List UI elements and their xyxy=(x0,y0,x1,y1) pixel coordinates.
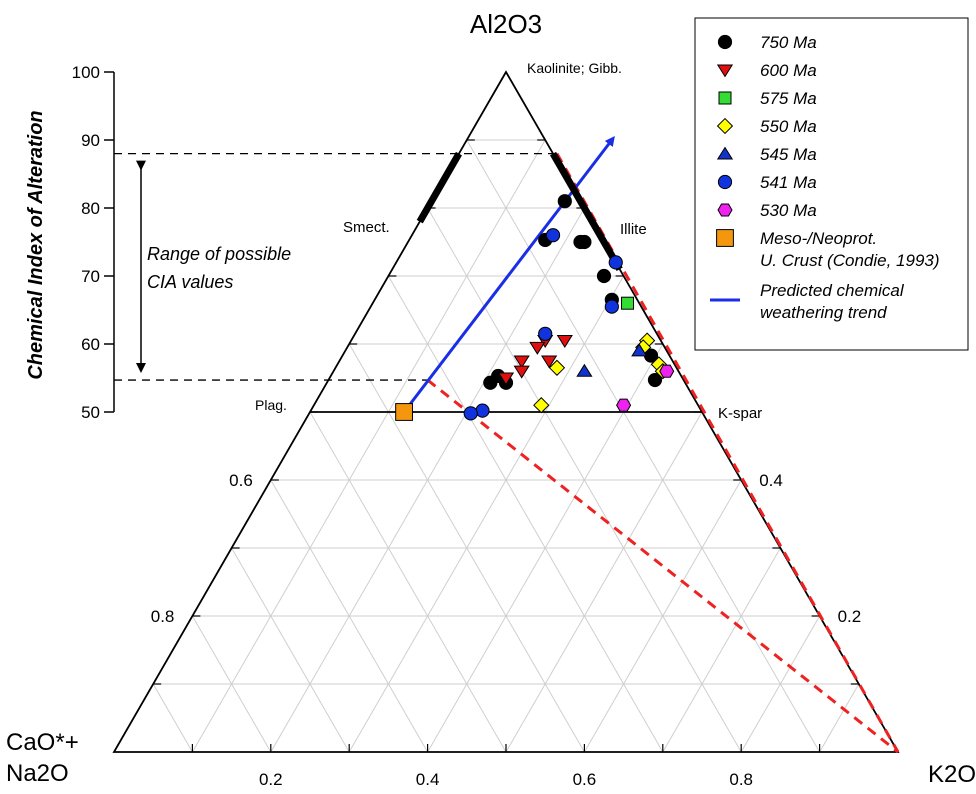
legend-marker xyxy=(718,204,732,216)
legend-marker xyxy=(719,92,731,104)
point-541-ma xyxy=(476,404,489,417)
point-750-ma xyxy=(597,269,610,282)
point-600-ma xyxy=(530,342,544,354)
point-600-ma xyxy=(514,366,528,378)
annotation-range-1: Range of possible xyxy=(147,244,291,264)
legend-marker xyxy=(718,35,731,48)
legend-label: 530 Ma xyxy=(760,201,817,220)
cia-tick-label: 80 xyxy=(81,199,100,218)
grid-line xyxy=(310,412,506,752)
point-541-ma xyxy=(464,407,477,420)
legend-marker xyxy=(717,230,734,247)
point-541-ma xyxy=(539,327,552,340)
series-575-ma xyxy=(622,297,634,309)
point-541-ma xyxy=(546,229,559,242)
point-530-ma xyxy=(660,365,674,377)
left-edge-tick-label: 0.8 xyxy=(151,607,175,626)
vertex-label-top: Al2O3 xyxy=(470,9,542,39)
point-750-ma xyxy=(558,195,571,208)
right-edge-tick-label: 0.4 xyxy=(759,471,783,490)
edge-tick-labels: 0.2 0.4 0.6 0.8 0.6 0.8 0.4 0.2 xyxy=(151,471,861,789)
legend-marker xyxy=(718,175,731,188)
annotation-kspar: K-spar xyxy=(718,405,762,422)
grid-line xyxy=(388,276,662,752)
bottom-tick-label: 0.4 xyxy=(416,770,440,789)
legend-label: U. Crust (Condie, 1993) xyxy=(760,251,940,270)
grid-line xyxy=(232,548,350,752)
annotation-plag: Plag. xyxy=(255,397,287,413)
point-750-ma xyxy=(484,376,497,389)
grid-line xyxy=(349,276,623,752)
series-530-ma xyxy=(617,365,674,411)
annotation-range-2: CIA values xyxy=(147,272,233,292)
series-600-ma xyxy=(499,336,572,385)
bottom-tick-label: 0.6 xyxy=(573,770,597,789)
legend-label: 541 Ma xyxy=(760,173,817,192)
legend-label: Meso-/Neoprot. xyxy=(760,229,877,248)
point-600-ma xyxy=(558,336,572,348)
point-575-ma xyxy=(622,297,634,309)
vertex-label-left-1: CaO*+ xyxy=(6,729,79,756)
point-meso-neoprot-u-crust-condie-1993 xyxy=(396,404,413,421)
bottom-tick-label: 0.8 xyxy=(729,770,753,789)
left-edge-tick-label: 0.6 xyxy=(229,471,253,490)
point-545-ma xyxy=(577,365,591,377)
cia-tick-label: 50 xyxy=(81,403,100,422)
annotation-illite: Illite xyxy=(620,221,647,238)
grid-line xyxy=(820,684,859,752)
right-edge-tick-label: 0.2 xyxy=(838,607,862,626)
grid-line xyxy=(153,684,192,752)
vertex-label-right: K2O xyxy=(928,761,976,788)
point-541-ma xyxy=(609,256,622,269)
grid-line xyxy=(506,412,702,752)
point-541-ma xyxy=(605,300,618,313)
legend-label: 600 Ma xyxy=(760,61,817,80)
vertex-label-left-2: Na2O xyxy=(6,760,69,787)
point-750-ma xyxy=(578,235,591,248)
cia-tick-label: 60 xyxy=(81,335,100,354)
point-530-ma xyxy=(617,399,631,411)
legend-label: 545 Ma xyxy=(760,145,817,164)
cia-axis-title: Chemical Index of Alteration xyxy=(25,110,47,379)
cia-tick-label: 70 xyxy=(81,267,100,286)
legend-label: weathering trend xyxy=(760,303,887,322)
grid-line xyxy=(663,548,781,752)
cia-axis-ticks: 50 60 70 80 90 100 xyxy=(72,63,114,422)
series-550-ma xyxy=(534,333,670,412)
cia-tick-label: 90 xyxy=(81,131,100,150)
legend-label: Predicted chemical xyxy=(760,281,905,300)
red-dashed-line-lower xyxy=(428,380,898,752)
legend-label: 575 Ma xyxy=(760,89,817,108)
annotation-smectite: Smect. xyxy=(343,219,390,236)
cia-tick-label: 100 xyxy=(72,63,100,82)
smectite-bar xyxy=(420,154,459,222)
bottom-tick-label: 0.2 xyxy=(259,770,283,789)
legend-label: 550 Ma xyxy=(760,117,817,136)
legend-label: 750 Ma xyxy=(760,33,817,52)
series-meso-neoprot-u-crust-condie-1993 xyxy=(396,404,413,421)
annotation-kaolinite: Kaolinite; Gibb. xyxy=(527,60,622,76)
series-541-ma xyxy=(464,229,622,420)
